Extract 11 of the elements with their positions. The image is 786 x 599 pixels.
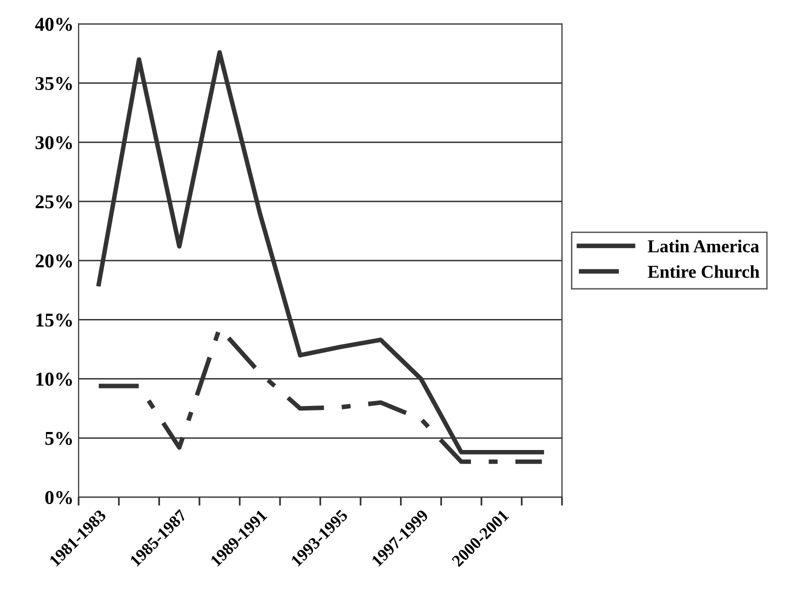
y-tick-label: 15%	[36, 314, 72, 327]
y-tick-label: 20%	[36, 254, 72, 268]
y-tick-label: 10%	[36, 372, 72, 386]
y-tick-label: 5%	[45, 432, 72, 446]
y-tick-label: 25%	[36, 195, 72, 208]
y-tick-label: 35%	[36, 76, 72, 90]
y-tick-label: 40%	[35, 18, 72, 31]
y-tick-label: 30%	[36, 136, 72, 150]
y-tick-label: 0%	[45, 490, 72, 504]
legend-label: Latin America	[648, 240, 760, 252]
legend-label: Entire Church	[648, 265, 760, 278]
